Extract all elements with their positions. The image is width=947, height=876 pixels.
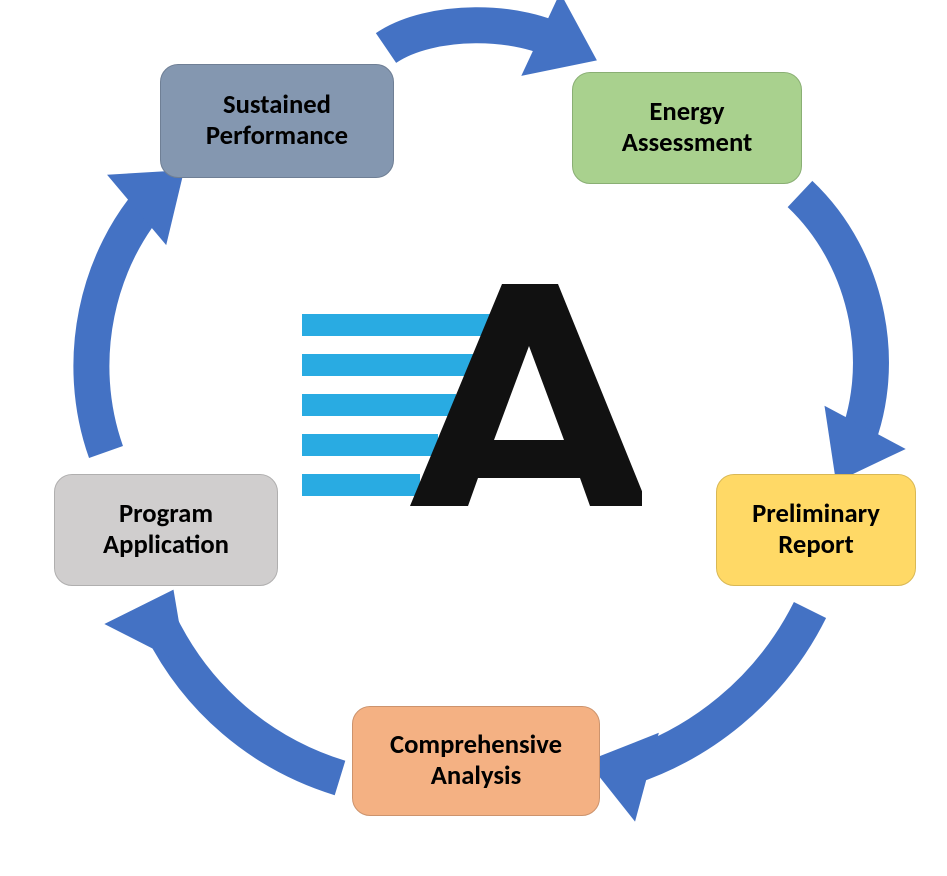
node-label-line2: Assessment — [622, 127, 753, 159]
node-label-line1: Program — [119, 498, 213, 530]
node-sustained-performance: SustainedPerformance — [160, 64, 394, 178]
node-label-line2: Report — [778, 529, 853, 561]
node-energy-assessment: EnergyAssessment — [572, 72, 802, 184]
cycle-diagram: EnergyAssessment PreliminaryReport Compreh… — [0, 0, 947, 876]
logo-stripe-icon — [302, 474, 420, 496]
node-program-application: ProgramApplication — [54, 474, 278, 586]
logo-stripe-icon — [302, 434, 438, 456]
arrow-4-shaft — [158, 620, 340, 778]
node-label-line1: Sustained — [223, 89, 331, 121]
node-label-line2: Analysis — [431, 760, 521, 792]
node-label-line1: Comprehensive — [390, 729, 562, 761]
logo-stripe-icon — [302, 314, 492, 336]
arrow-5-shaft — [91, 192, 158, 452]
logo-stripe-icon — [302, 394, 456, 416]
node-comprehensive-analysis: ComprehensiveAnalysis — [352, 706, 600, 816]
node-label-line2: Application — [103, 529, 229, 561]
node-label-line1: Preliminary — [752, 498, 880, 530]
node-label-line2: Performance — [206, 120, 348, 152]
center-logo — [302, 278, 642, 518]
node-label-line1: Energy — [649, 96, 724, 128]
node-preliminary-report: PreliminaryReport — [716, 474, 916, 586]
logo-stripe-icon — [302, 354, 474, 376]
